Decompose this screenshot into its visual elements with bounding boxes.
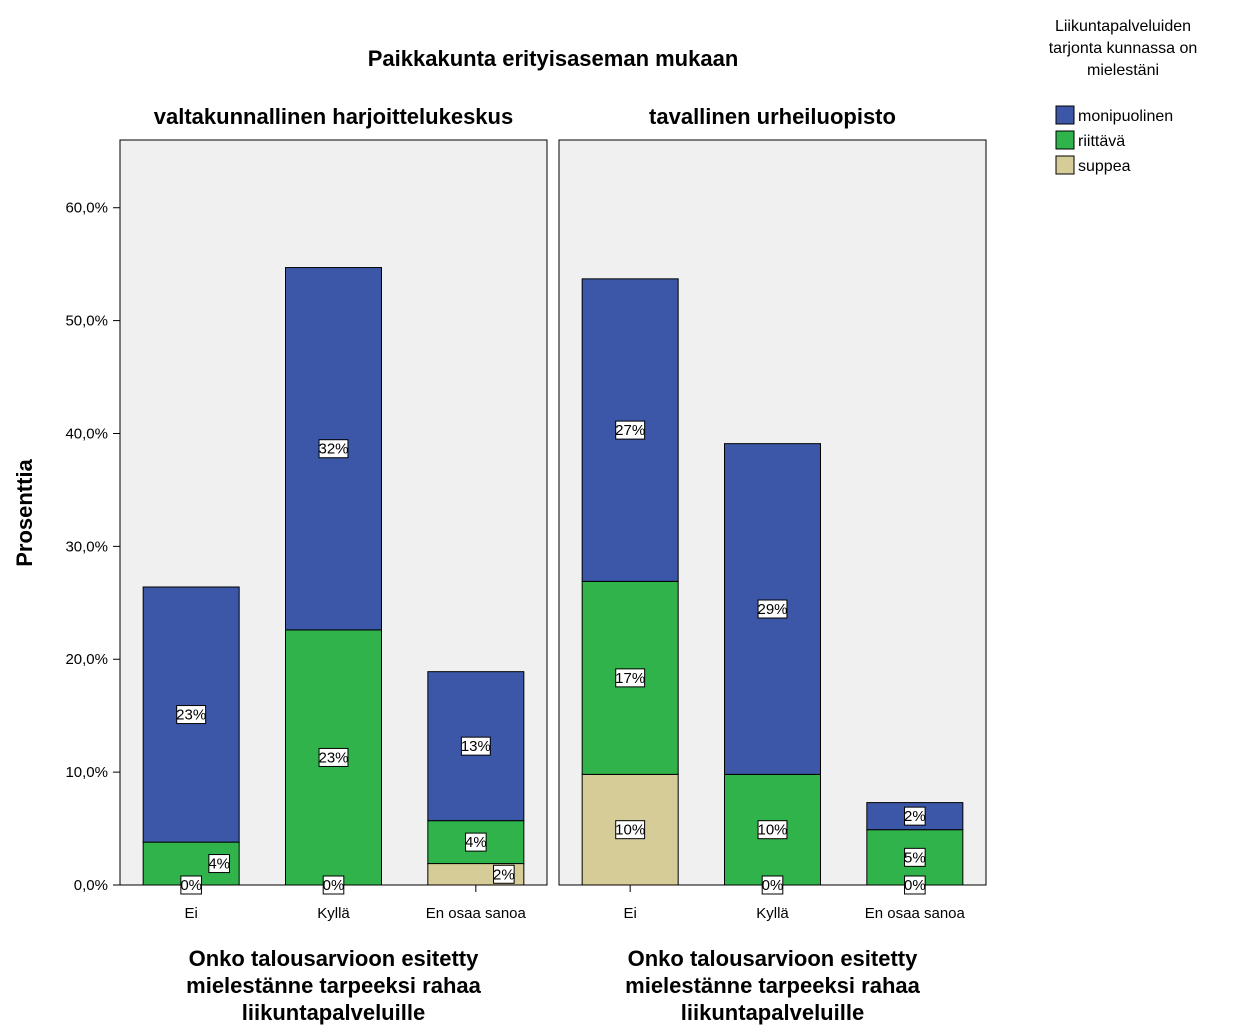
legend-item-label: riittävä bbox=[1078, 133, 1125, 150]
y-tick-label: 50,0% bbox=[65, 313, 108, 330]
data-label-box bbox=[465, 832, 487, 852]
x-axis-label: mielestänne tarpeeksi rahaa bbox=[625, 973, 920, 998]
y-tick-label: 0,0% bbox=[74, 877, 108, 894]
data-label-box bbox=[176, 705, 207, 725]
data-label-box bbox=[904, 847, 926, 867]
legend: Liikuntapalveluiden tarjonta kunnassa on… bbox=[1049, 18, 1198, 175]
data-label-box bbox=[904, 806, 926, 826]
panel-title: valtakunnallinen harjoittelukeskus bbox=[154, 104, 513, 129]
data-label-box bbox=[318, 439, 349, 459]
data-label-box bbox=[180, 875, 202, 895]
legend-item-label: monipuolinen bbox=[1078, 108, 1173, 125]
data-label: 27% bbox=[615, 422, 645, 439]
data-label-box bbox=[615, 668, 646, 688]
data-label-box bbox=[761, 875, 784, 895]
data-label-box bbox=[757, 599, 788, 619]
y-axis-label: Prosenttia bbox=[12, 458, 37, 566]
x-axis-label: liikuntapalveluille bbox=[681, 1000, 864, 1025]
x-tick-label: En osaa sanoa bbox=[426, 905, 527, 922]
legend-title-line-1: Liikuntapalveluiden bbox=[1055, 18, 1191, 35]
legend-item-label: suppea bbox=[1078, 158, 1131, 175]
x-tick-label: Kyllä bbox=[756, 905, 789, 922]
data-label: 17% bbox=[615, 670, 645, 687]
data-label-box bbox=[615, 420, 646, 440]
data-label-box bbox=[904, 875, 926, 895]
data-label: 23% bbox=[176, 707, 206, 724]
data-label: 32% bbox=[318, 441, 348, 458]
data-label: 2% bbox=[493, 866, 515, 883]
legend-swatch-riittävä bbox=[1055, 130, 1075, 150]
data-label: 4% bbox=[208, 856, 230, 873]
x-axis-label: Onko talousarvioon esitetty bbox=[628, 946, 918, 971]
data-label: 5% bbox=[904, 849, 926, 866]
x-axis-label: liikuntapalveluille bbox=[242, 1000, 425, 1025]
x-axis-label: mielestänne tarpeeksi rahaa bbox=[186, 973, 481, 998]
y-tick-label: 60,0% bbox=[65, 200, 108, 217]
x-tick-label: Ei bbox=[623, 905, 636, 922]
data-label-box bbox=[322, 875, 345, 895]
data-label: 10% bbox=[757, 822, 787, 839]
data-label-box bbox=[757, 820, 788, 840]
y-tick-label: 10,0% bbox=[65, 764, 108, 781]
chart-title: Paikkakunta erityisaseman mukaan bbox=[368, 46, 739, 71]
y-tick-label: 30,0% bbox=[65, 538, 108, 555]
panel-title: tavallinen urheiluopisto bbox=[649, 104, 896, 129]
legend-swatch-suppea bbox=[1055, 155, 1075, 175]
x-tick-label: Kyllä bbox=[317, 905, 350, 922]
data-label-box bbox=[460, 736, 491, 756]
data-label-box bbox=[318, 747, 349, 767]
data-label-box bbox=[615, 820, 646, 840]
data-label-box bbox=[208, 854, 230, 874]
data-label-box bbox=[493, 864, 515, 884]
x-axis-label: Onko talousarvioon esitetty bbox=[189, 946, 479, 971]
data-label: 0% bbox=[762, 877, 784, 894]
data-label: 0% bbox=[323, 877, 345, 894]
data-label: 10% bbox=[615, 822, 645, 839]
legend-title-line-3: mielestäni bbox=[1087, 62, 1159, 79]
legend-swatch-monipuolinen bbox=[1055, 105, 1075, 125]
data-label: 0% bbox=[904, 877, 926, 894]
data-label: 4% bbox=[465, 834, 487, 851]
x-tick-label: En osaa sanoa bbox=[865, 905, 966, 922]
data-label: 29% bbox=[757, 601, 787, 618]
data-label: 13% bbox=[461, 738, 491, 755]
x-tick-label: Ei bbox=[184, 905, 197, 922]
y-tick-label: 20,0% bbox=[65, 651, 108, 668]
data-label: 0% bbox=[180, 877, 202, 894]
data-label: 23% bbox=[318, 749, 348, 766]
legend-title-line-2: tarjonta kunnassa on bbox=[1049, 40, 1198, 57]
data-label: 2% bbox=[904, 808, 926, 825]
y-tick-label: 40,0% bbox=[65, 425, 108, 442]
